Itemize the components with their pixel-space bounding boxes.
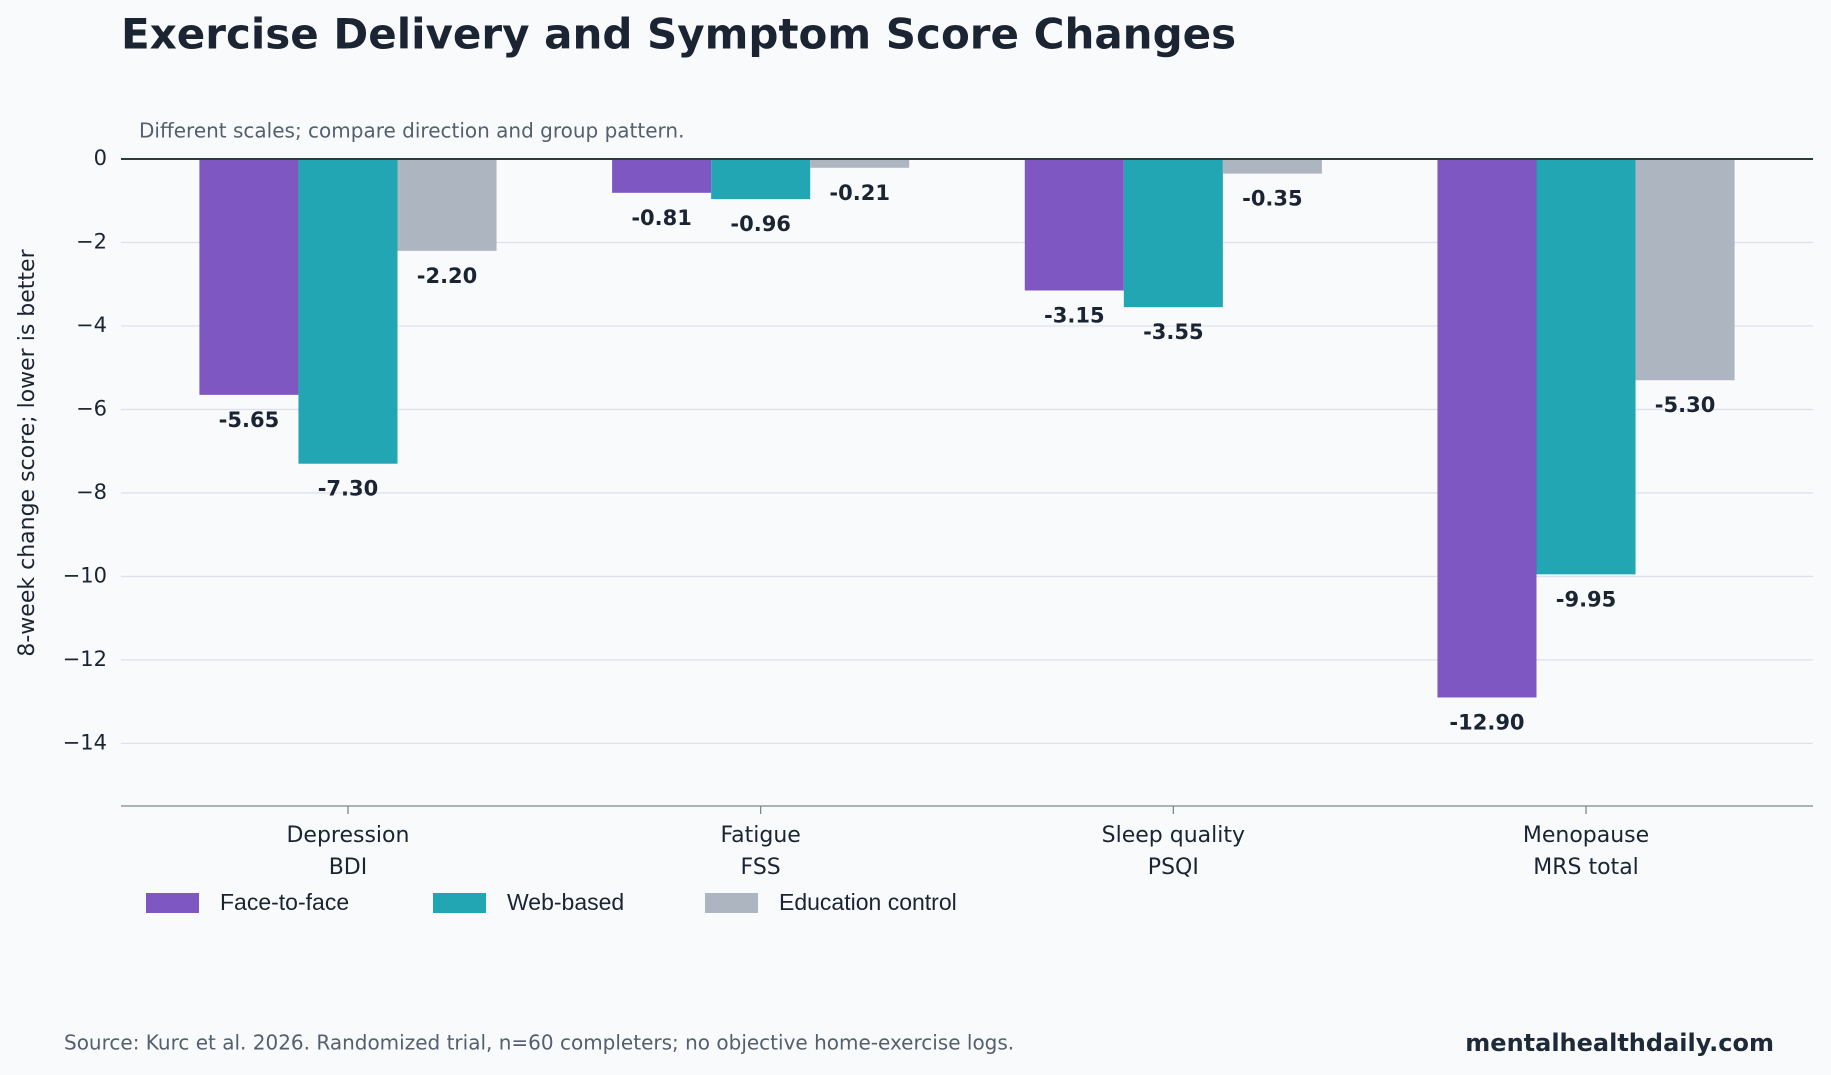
- value-label: -3.15: [1044, 303, 1105, 327]
- bar: [298, 159, 398, 464]
- bar: [397, 159, 497, 251]
- y-tick-label: −14: [63, 730, 107, 754]
- bar: [1222, 159, 1322, 174]
- bar: [612, 159, 712, 193]
- x-tick-label: Sleep quality PSQI: [1101, 823, 1246, 880]
- legend-swatch: [705, 893, 758, 913]
- y-tick-label: −12: [63, 647, 107, 671]
- bar: [1536, 159, 1636, 575]
- value-label: -2.20: [417, 264, 478, 288]
- y-tick-label: −2: [76, 229, 107, 253]
- value-label: -0.21: [829, 181, 890, 205]
- bar: [1123, 159, 1223, 308]
- bar: [1437, 159, 1537, 698]
- chart-subtitle: Different scales; compare direction and …: [139, 119, 684, 143]
- value-label: -9.95: [1556, 587, 1617, 611]
- source-note: Source: Kurc et al. 2026. Randomized tri…: [64, 1031, 1014, 1055]
- legend-label: Education control: [779, 889, 957, 915]
- value-label: -5.30: [1655, 393, 1716, 417]
- value-label: -0.81: [631, 206, 692, 230]
- y-tick-label: 0: [94, 146, 107, 170]
- x-tick-label: Depression BDI: [286, 823, 410, 880]
- y-tick-label: −4: [76, 313, 107, 337]
- bar: [711, 159, 811, 200]
- legend-label: Face-to-face: [220, 889, 349, 915]
- value-label: -5.65: [219, 408, 280, 432]
- value-label: -7.30: [318, 477, 379, 501]
- value-label: -0.96: [730, 212, 791, 236]
- legend-label: Web-based: [507, 889, 624, 915]
- bar: [1635, 159, 1735, 381]
- legend-swatch: [433, 893, 486, 913]
- legend-swatch: [146, 893, 199, 913]
- bar: [199, 159, 299, 395]
- bar: [1024, 159, 1124, 291]
- value-label: -0.35: [1242, 187, 1303, 211]
- chart-title: Exercise Delivery and Symptom Score Chan…: [121, 10, 1236, 59]
- value-label: -12.90: [1449, 710, 1524, 734]
- y-tick-label: −10: [63, 563, 107, 587]
- x-tick-label: Menopause MRS total: [1522, 823, 1650, 880]
- y-axis-label: 8-week change score; lower is better: [15, 248, 40, 656]
- y-tick-label: −8: [76, 480, 107, 504]
- watermark: mentalhealthdaily.com: [1465, 1029, 1774, 1057]
- value-label: -3.55: [1143, 320, 1204, 344]
- x-tick-label: Fatigue FSS: [720, 823, 801, 880]
- y-tick-label: −6: [76, 396, 107, 420]
- bar: [810, 159, 910, 168]
